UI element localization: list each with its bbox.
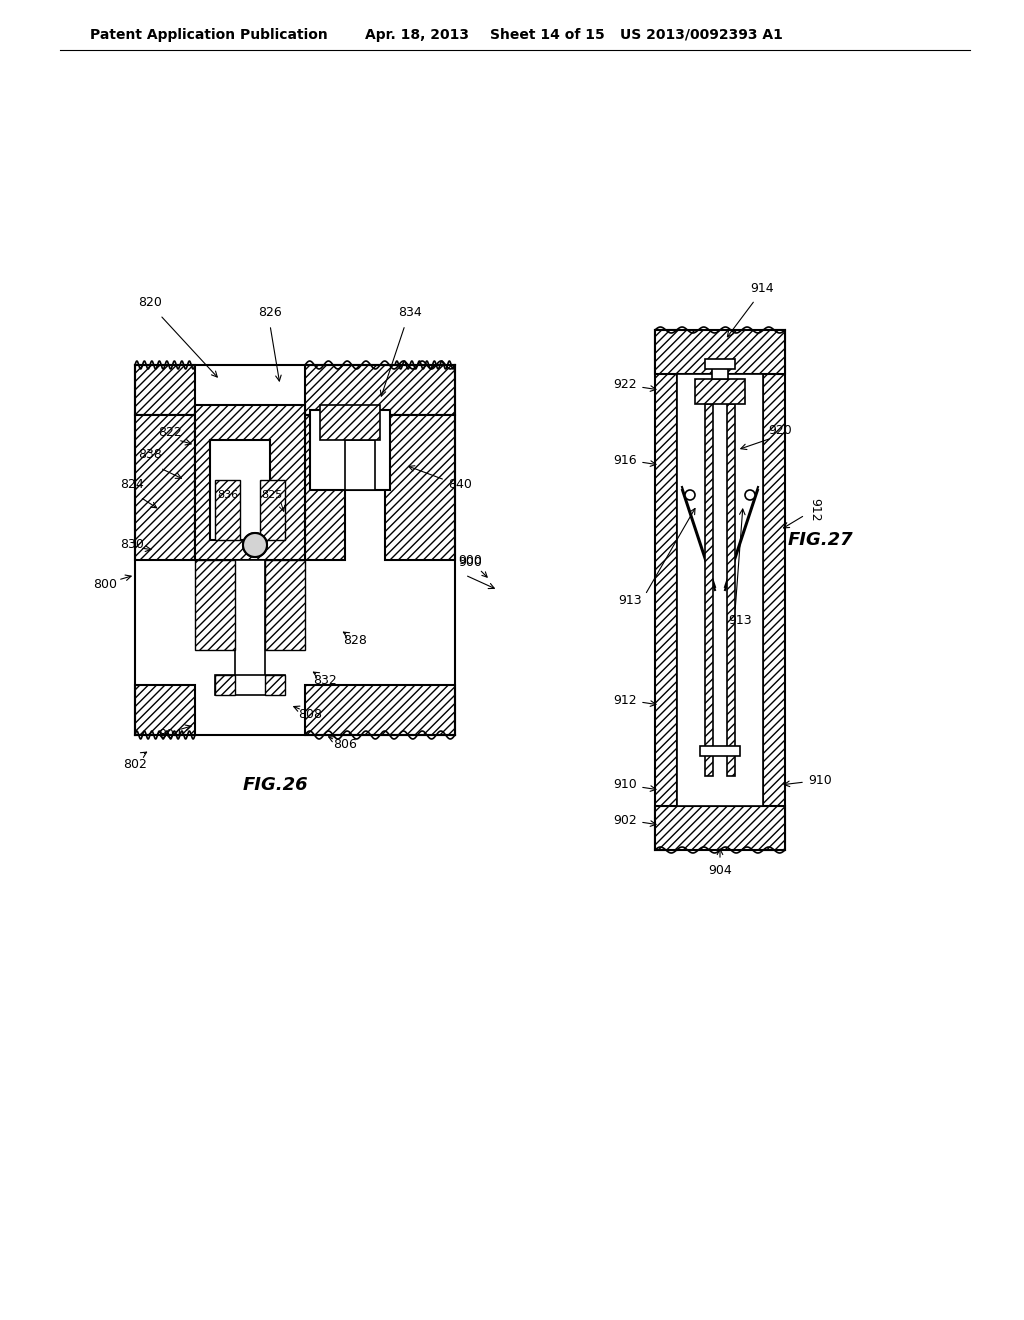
Text: 904: 904 (709, 863, 732, 876)
Wedge shape (243, 533, 267, 557)
Bar (763, 330, 785, 850)
Text: 808: 808 (298, 709, 322, 722)
Bar (385, 414, 455, 560)
Text: 804: 804 (158, 729, 182, 742)
Text: FIG.27: FIG.27 (787, 531, 853, 549)
Bar (345, 440, 375, 490)
Text: Apr. 18, 2013: Apr. 18, 2013 (365, 28, 469, 42)
Text: 910: 910 (808, 774, 831, 787)
Bar (260, 480, 285, 540)
Bar (712, 364, 728, 379)
Bar (195, 405, 305, 560)
Circle shape (685, 490, 695, 500)
Text: 800: 800 (93, 578, 117, 591)
Text: 832: 832 (313, 673, 337, 686)
Bar (234, 560, 265, 685)
Text: 902: 902 (613, 813, 637, 826)
Text: 822: 822 (158, 425, 182, 438)
Bar (305, 414, 345, 560)
Text: 838: 838 (138, 449, 162, 462)
Bar (265, 675, 285, 696)
Text: 914: 914 (751, 281, 774, 294)
Bar (210, 440, 270, 540)
Text: 912: 912 (809, 498, 821, 521)
Bar (705, 359, 735, 370)
Text: 912: 912 (613, 693, 637, 706)
Text: 910: 910 (613, 779, 637, 792)
Circle shape (745, 490, 755, 500)
Bar (305, 685, 455, 735)
Bar (265, 560, 305, 649)
Text: 824: 824 (120, 479, 144, 491)
Bar (135, 685, 195, 735)
Bar (215, 480, 240, 540)
Bar (305, 366, 455, 414)
Bar (135, 366, 195, 414)
Text: 834: 834 (398, 305, 422, 318)
Bar (655, 330, 677, 850)
Text: 913: 913 (728, 614, 752, 627)
Text: 802: 802 (123, 759, 146, 771)
Bar (727, 404, 735, 776)
Text: 820: 820 (138, 296, 162, 309)
Text: FIG.26: FIG.26 (243, 776, 308, 795)
Bar (319, 405, 380, 440)
Bar (677, 374, 763, 807)
Bar (215, 675, 234, 696)
Text: 922: 922 (613, 379, 637, 392)
Text: 828: 828 (343, 634, 367, 647)
Bar (700, 746, 740, 756)
Text: 916: 916 (613, 454, 637, 466)
Bar (310, 411, 390, 490)
Text: Patent Application Publication: Patent Application Publication (90, 28, 328, 42)
Text: 825: 825 (261, 490, 283, 500)
Text: 913: 913 (618, 594, 642, 606)
Text: 836: 836 (217, 490, 239, 500)
Text: 900: 900 (458, 553, 487, 577)
Bar (655, 330, 785, 374)
Text: 830: 830 (120, 539, 144, 552)
Bar (195, 560, 234, 649)
Text: Sheet 14 of 15: Sheet 14 of 15 (490, 28, 605, 42)
Text: 840: 840 (449, 479, 472, 491)
Bar (695, 379, 745, 404)
Bar (655, 807, 785, 850)
Text: 920: 920 (768, 424, 792, 437)
Text: 806: 806 (333, 738, 357, 751)
Text: US 2013/0092393 A1: US 2013/0092393 A1 (620, 28, 783, 42)
Bar (705, 404, 713, 776)
Text: 900: 900 (458, 556, 482, 569)
Bar (215, 675, 285, 696)
Circle shape (243, 533, 267, 557)
Bar (135, 414, 195, 560)
Text: 826: 826 (258, 305, 282, 318)
